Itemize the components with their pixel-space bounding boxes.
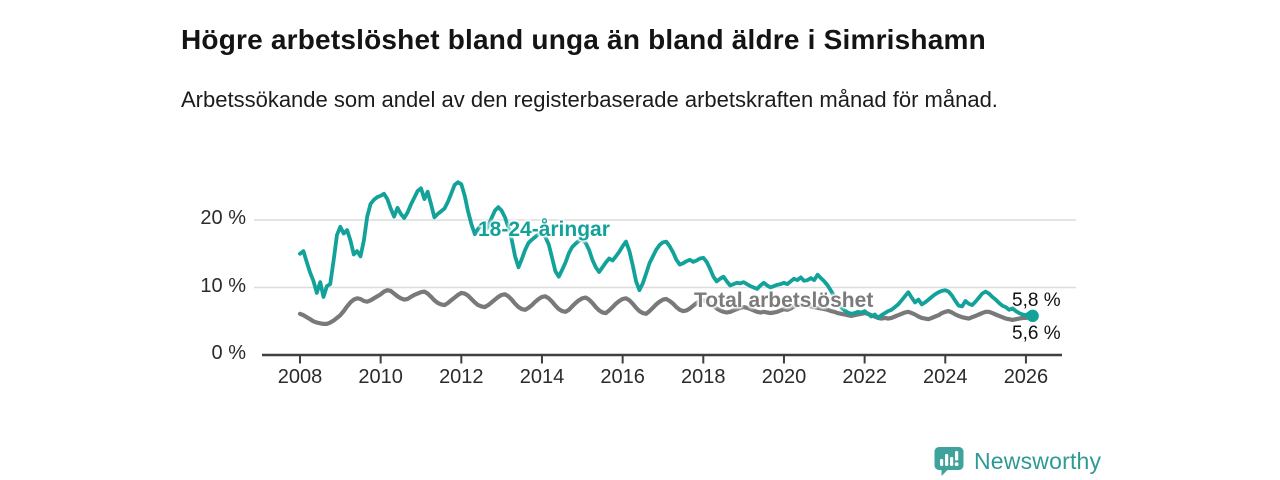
- series-label-18-24: 18-24-åringar: [478, 218, 610, 241]
- x-tick-label: 2016: [600, 366, 645, 388]
- x-tick-label: 2022: [842, 366, 887, 388]
- x-tick-label: 2014: [519, 366, 565, 388]
- end-value-label-18-24: 5,8 %: [1012, 290, 1061, 311]
- series-label-total: Total arbetslöshet: [694, 289, 874, 312]
- series-end-dot: [1026, 309, 1039, 323]
- x-tick-label: 2024: [923, 366, 968, 388]
- y-tick-label: 0 %: [211, 342, 246, 364]
- newsworthy-pin-barchart-icon: [933, 445, 965, 477]
- x-tick-label: 2026: [1003, 366, 1049, 388]
- end-value-label-total: 5,6 %: [1012, 323, 1061, 344]
- x-tick-label: 2010: [358, 366, 403, 388]
- series-line: [297, 288, 1035, 326]
- x-tick-label: 2020: [761, 366, 807, 388]
- chart-subtitle: Arbetssökande som andel av den registerb…: [181, 87, 998, 112]
- y-tick-label: 10 %: [200, 274, 246, 297]
- newsworthy-wordmark: Newsworthy: [974, 447, 1102, 474]
- newsworthy-branding: Newsworthy: [933, 445, 1101, 477]
- series-line: [298, 180, 1035, 320]
- page-title: Högre arbetslöshet bland unga än bland ä…: [181, 23, 986, 55]
- y-tick-label: 20 %: [200, 207, 246, 229]
- x-tick-label: 2018: [681, 366, 726, 388]
- x-tick-label: 2012: [439, 366, 484, 388]
- x-tick-label: 2008: [277, 366, 323, 388]
